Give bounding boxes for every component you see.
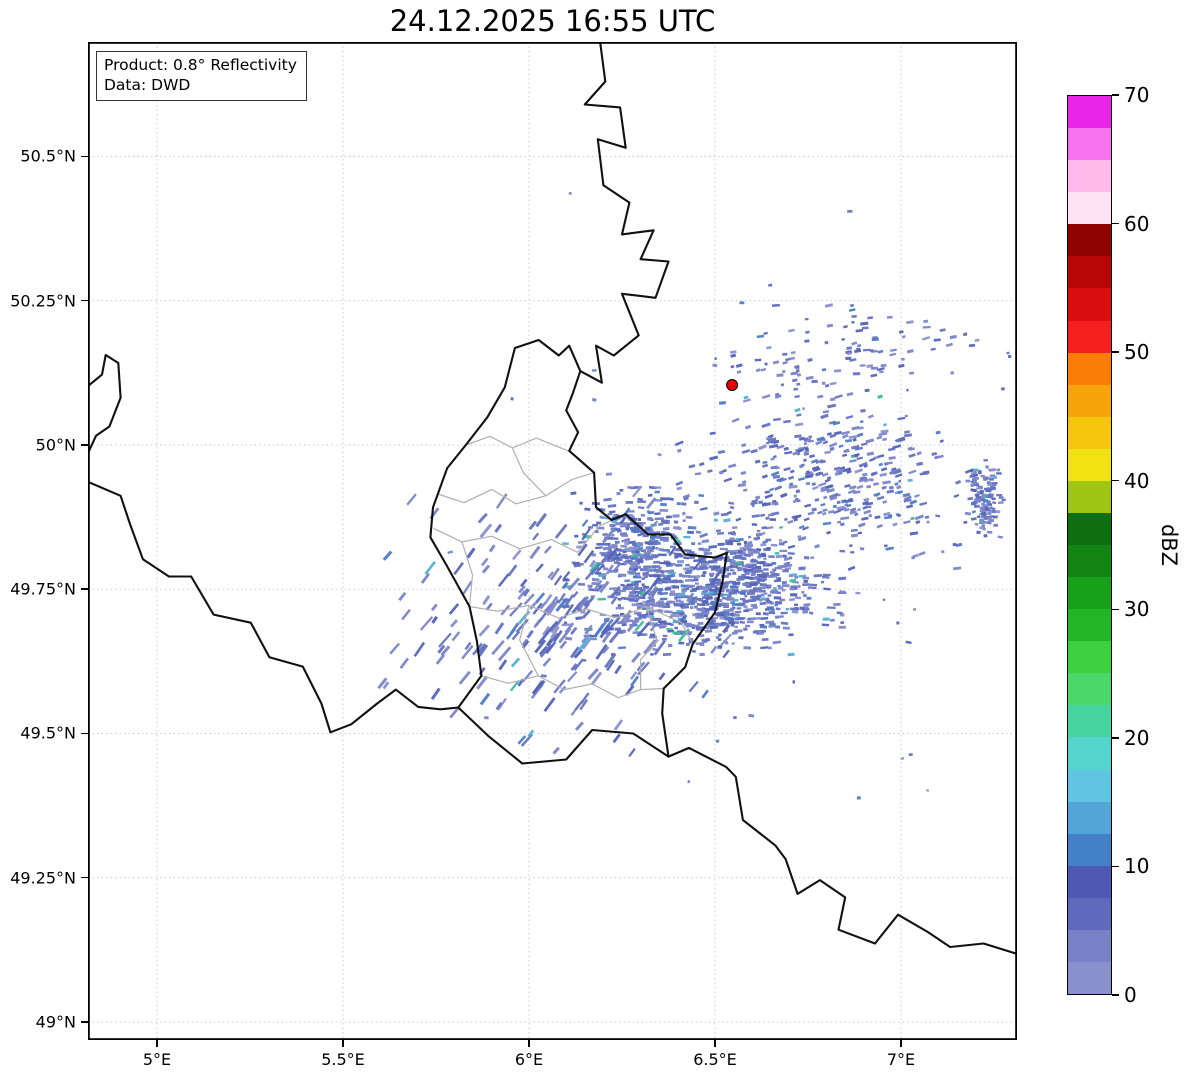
colorbar-segment [1068,159,1111,193]
colorbar-tick-mark [1112,94,1119,96]
plot-spine [88,42,1017,1040]
colorbar-segment [1068,255,1111,289]
radar-site-marker [726,379,739,391]
x-tick-label: 6.5°E [693,1050,737,1069]
colorbar-segment [1068,480,1111,513]
colorbar-segment [1068,191,1111,225]
colorbar-tick-mark [1112,994,1119,996]
colorbar-segment [1068,384,1111,417]
colorbar-segment [1068,127,1111,161]
colorbar-tick-label: 20 [1124,725,1150,750]
grid-layer [88,42,1017,1040]
colorbar-tick-label: 50 [1124,340,1150,365]
colorbar-tick-label: 30 [1124,597,1150,622]
colorbar-segment [1068,865,1111,898]
y-tick-mark [81,155,88,158]
map-canvas [88,42,1017,1040]
colorbar-tick-label: 70 [1124,83,1150,107]
colorbar-segment [1068,640,1111,674]
colorbar-segment [1068,961,1111,994]
x-tick-label: 5.5°E [321,1050,365,1069]
x-tick-label: 7°E [886,1050,916,1069]
colorbar-segment [1068,319,1111,353]
x-tick-label: 6°E [514,1050,544,1069]
y-tick-label: 49.5°N [20,723,76,743]
admin-borders-layer [433,435,694,699]
colorbar-tick-label: 0 [1124,983,1137,1007]
colorbar-segment [1068,287,1111,321]
x-tick-mark [342,1040,344,1047]
y-tick-mark [81,444,88,446]
colorbar-segment [1068,223,1111,257]
y-tick-label: 50.5°N [20,146,76,166]
colorbar-tick-mark [1112,351,1119,353]
y-tick-label: 50°N [35,435,76,455]
colorbar-label: dBZ [1157,523,1181,567]
colorbar-tick-label: 40 [1124,468,1150,493]
y-tick-label: 49°N [35,1012,76,1032]
colorbar-segment [1068,929,1111,962]
colorbar-segment [1068,608,1111,642]
map-plot-area: Product: 0.8° Reflectivity Data: DWD [88,42,1017,1040]
colorbar-tick-mark [1112,222,1119,225]
colorbar-segment [1068,704,1111,738]
product-line: Product: 0.8° Reflectivity [104,56,297,74]
colorbar-segment [1068,352,1111,385]
colorbar-segment [1068,576,1111,610]
colorbar-segment [1068,448,1111,481]
colorbar-tick-label: 10 [1124,854,1150,879]
y-tick-mark [81,876,88,879]
y-tick-label: 49.75°N [10,579,76,599]
colorbar-segment [1068,801,1111,834]
colorbar-segment [1068,96,1111,129]
colorbar-tick-mark [1112,608,1119,611]
colorbar-tick-mark [1112,737,1119,739]
x-tick-mark [156,1040,158,1047]
country-borders-layer [88,42,1017,955]
x-tick-mark [528,1040,530,1047]
x-tick-mark [900,1040,902,1047]
plot-title: 24.12.2025 16:55 UTC [389,4,716,38]
x-tick-label: 5°E [142,1050,172,1069]
colorbar-segment [1068,544,1111,578]
product-info-box: Product: 0.8° Reflectivity Data: DWD [96,51,307,102]
colorbar [1067,95,1112,995]
colorbar-segment [1068,416,1111,449]
colorbar-tick-mark [1112,865,1119,868]
colorbar-segment [1068,672,1111,706]
colorbar-tick-mark [1112,479,1119,482]
colorbar-segment [1068,897,1111,930]
colorbar-segment [1068,768,1111,802]
colorbar-segment [1068,833,1111,866]
data-source-line: Data: DWD [104,76,191,95]
y-tick-mark [81,1021,88,1023]
colorbar-segment [1068,736,1111,770]
radar-echo-layer [377,192,1012,800]
y-tick-mark [81,588,88,590]
colorbar-tick-label: 60 [1124,211,1150,236]
y-tick-mark [81,299,88,302]
y-tick-mark [81,732,88,735]
x-tick-mark [714,1040,716,1047]
y-tick-label: 50.25°N [10,291,76,311]
colorbar-segment [1068,512,1111,545]
y-tick-label: 49.25°N [10,868,76,888]
